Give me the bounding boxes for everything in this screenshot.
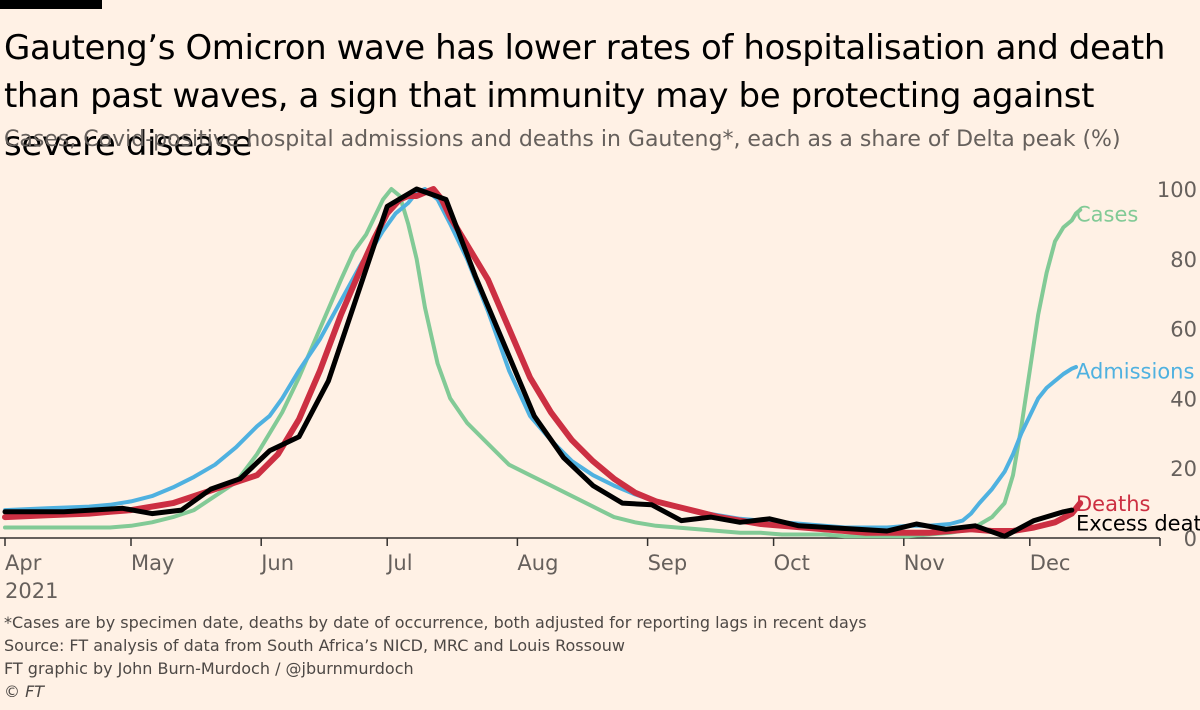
x-tick-label-may: May [131,551,174,575]
y-tick-label-20: 20 [1170,457,1197,481]
series-label-admissions: Admissions [1076,359,1194,383]
x-tick-label-sep: Sep [648,551,688,575]
series-line-cases [3,187,1083,539]
series-line-admissions [3,187,1078,530]
x-tick-label-jul: Jul [385,551,412,575]
series-label-excess-deaths: Excess deaths [1076,511,1200,535]
y-tick-label-100: 100 [1157,178,1197,202]
chart-title: Gauteng’s Omicron wave has lower rates o… [4,28,1165,164]
x-tick-label-dec: Dec [1030,551,1071,575]
credit-line: FT graphic by John Burn-Murdoch / @jburn… [4,659,414,678]
chart-subtitle: Cases, Covid-positive hospital admission… [4,127,1121,152]
x-tick-label-oct: Oct [774,551,810,575]
y-tick-label-80: 80 [1170,248,1197,272]
x-tick-sublabel-year: 2021 [5,579,58,603]
y-tick-label-60: 60 [1170,318,1197,342]
series-line-deaths [2,186,1084,536]
y-tick-label-40: 40 [1170,387,1197,411]
series-label-cases: Cases [1076,202,1138,226]
x-tick-label-apr: Apr [5,551,42,575]
x-tick-label-jun: Jun [259,551,294,575]
series-label-deaths: Deaths [1076,492,1150,516]
source-line: Source: FT analysis of data from South A… [4,636,625,655]
chart-footer: *Cases are by specimen date, deaths by d… [4,611,1194,703]
x-tick-label-nov: Nov [904,551,945,575]
footnote: *Cases are by specimen date, deaths by d… [4,613,867,632]
y-tick-label-0: 0 [1184,527,1197,551]
x-tick-label-aug: Aug [517,551,558,575]
line-chart: 0 20 40 60 80 100 Apr 2021 May Jun Jul Aug Sep Oct Nov… [0,178,1200,603]
brand-bar [0,0,102,9]
series-line-excess-deaths [2,186,1075,539]
copyright: © FT [4,682,45,701]
